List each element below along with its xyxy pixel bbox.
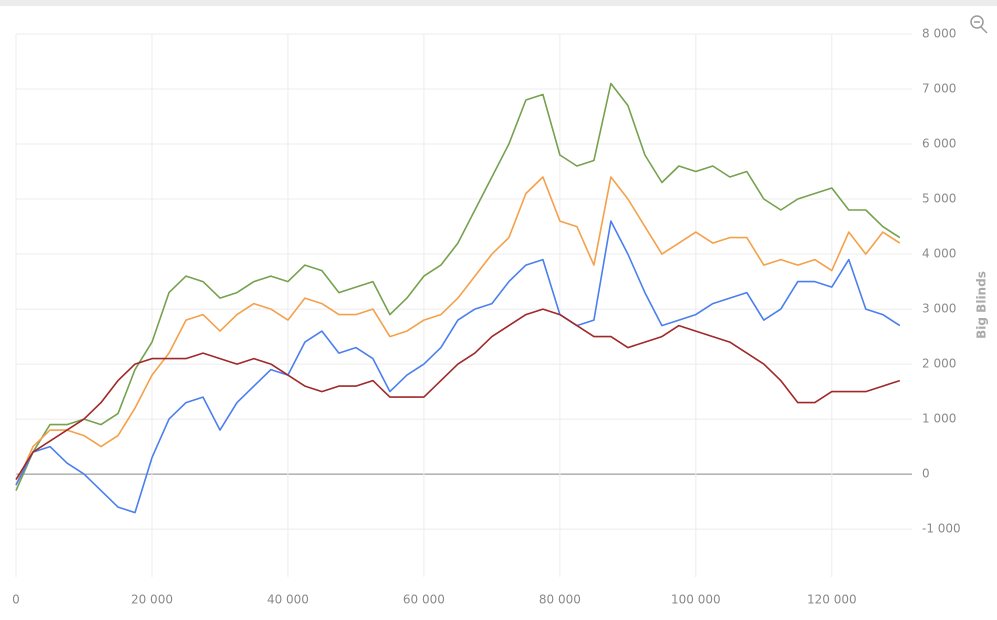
series-line bbox=[15, 308, 901, 481]
x-tick-label: 20 000 bbox=[131, 593, 173, 607]
top-bar bbox=[0, 0, 997, 6]
zoom-icon[interactable] bbox=[970, 15, 988, 34]
y-tick-label: 1 000 bbox=[922, 412, 956, 426]
x-tick-label: 120 000 bbox=[807, 593, 857, 607]
y-tick-label: 8 000 bbox=[922, 27, 956, 41]
x-tick-label: 60 000 bbox=[403, 593, 445, 607]
x-tick-label: 0 bbox=[12, 593, 20, 607]
y-tick-label: 3 000 bbox=[922, 302, 956, 316]
y-tick-label: -1 000 bbox=[922, 522, 961, 536]
y-tick-label: 2 000 bbox=[922, 357, 956, 371]
x-tick-label: 80 000 bbox=[539, 593, 581, 607]
series-line bbox=[15, 220, 901, 514]
series-line bbox=[15, 82, 901, 491]
x-tick-label: 40 000 bbox=[267, 593, 309, 607]
y-tick-label: 4 000 bbox=[922, 247, 956, 261]
y-axis-title: Big Blinds bbox=[975, 271, 989, 339]
y-tick-label: 6 000 bbox=[922, 137, 956, 151]
series-line bbox=[15, 176, 901, 486]
y-tick-label: 7 000 bbox=[922, 82, 956, 96]
y-tick-label: 5 000 bbox=[922, 192, 956, 206]
y-tick-label: 0 bbox=[922, 467, 930, 481]
x-tick-label: 100 000 bbox=[671, 593, 721, 607]
